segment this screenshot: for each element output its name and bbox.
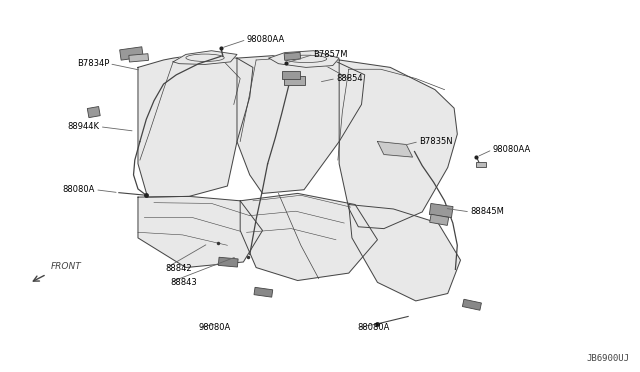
Bar [87, 106, 100, 118]
Text: JB6900UJ: JB6900UJ [587, 354, 630, 363]
Polygon shape [339, 60, 458, 229]
Text: B7857M: B7857M [314, 50, 348, 59]
Bar [282, 71, 300, 79]
Text: 98080A: 98080A [198, 323, 231, 332]
Bar [429, 214, 449, 225]
Bar [429, 203, 453, 218]
Text: 88843: 88843 [170, 278, 196, 287]
Bar [254, 287, 273, 297]
Text: 98080AA: 98080AA [492, 145, 531, 154]
Bar [120, 47, 143, 60]
Polygon shape [138, 54, 253, 197]
Bar [129, 54, 148, 62]
Polygon shape [378, 141, 413, 157]
Bar [476, 162, 486, 167]
Bar [462, 299, 481, 310]
Polygon shape [349, 205, 461, 301]
Polygon shape [237, 54, 365, 193]
Text: 88080A: 88080A [357, 323, 389, 332]
Polygon shape [173, 51, 237, 64]
Text: B7835N: B7835N [419, 137, 452, 146]
Text: 88842: 88842 [166, 264, 192, 273]
Bar [284, 76, 305, 85]
Bar [218, 257, 238, 267]
Text: 88854: 88854 [336, 74, 363, 83]
Text: 88080A: 88080A [63, 185, 95, 194]
Text: 88845M: 88845M [470, 208, 504, 217]
Text: 98080AA: 98080AA [246, 35, 285, 44]
Text: FRONT: FRONT [51, 262, 81, 271]
Polygon shape [138, 196, 262, 267]
Text: B7834P: B7834P [77, 59, 109, 68]
Polygon shape [240, 193, 378, 280]
Text: 88944K: 88944K [68, 122, 100, 131]
Polygon shape [269, 51, 339, 67]
Bar [284, 52, 301, 60]
